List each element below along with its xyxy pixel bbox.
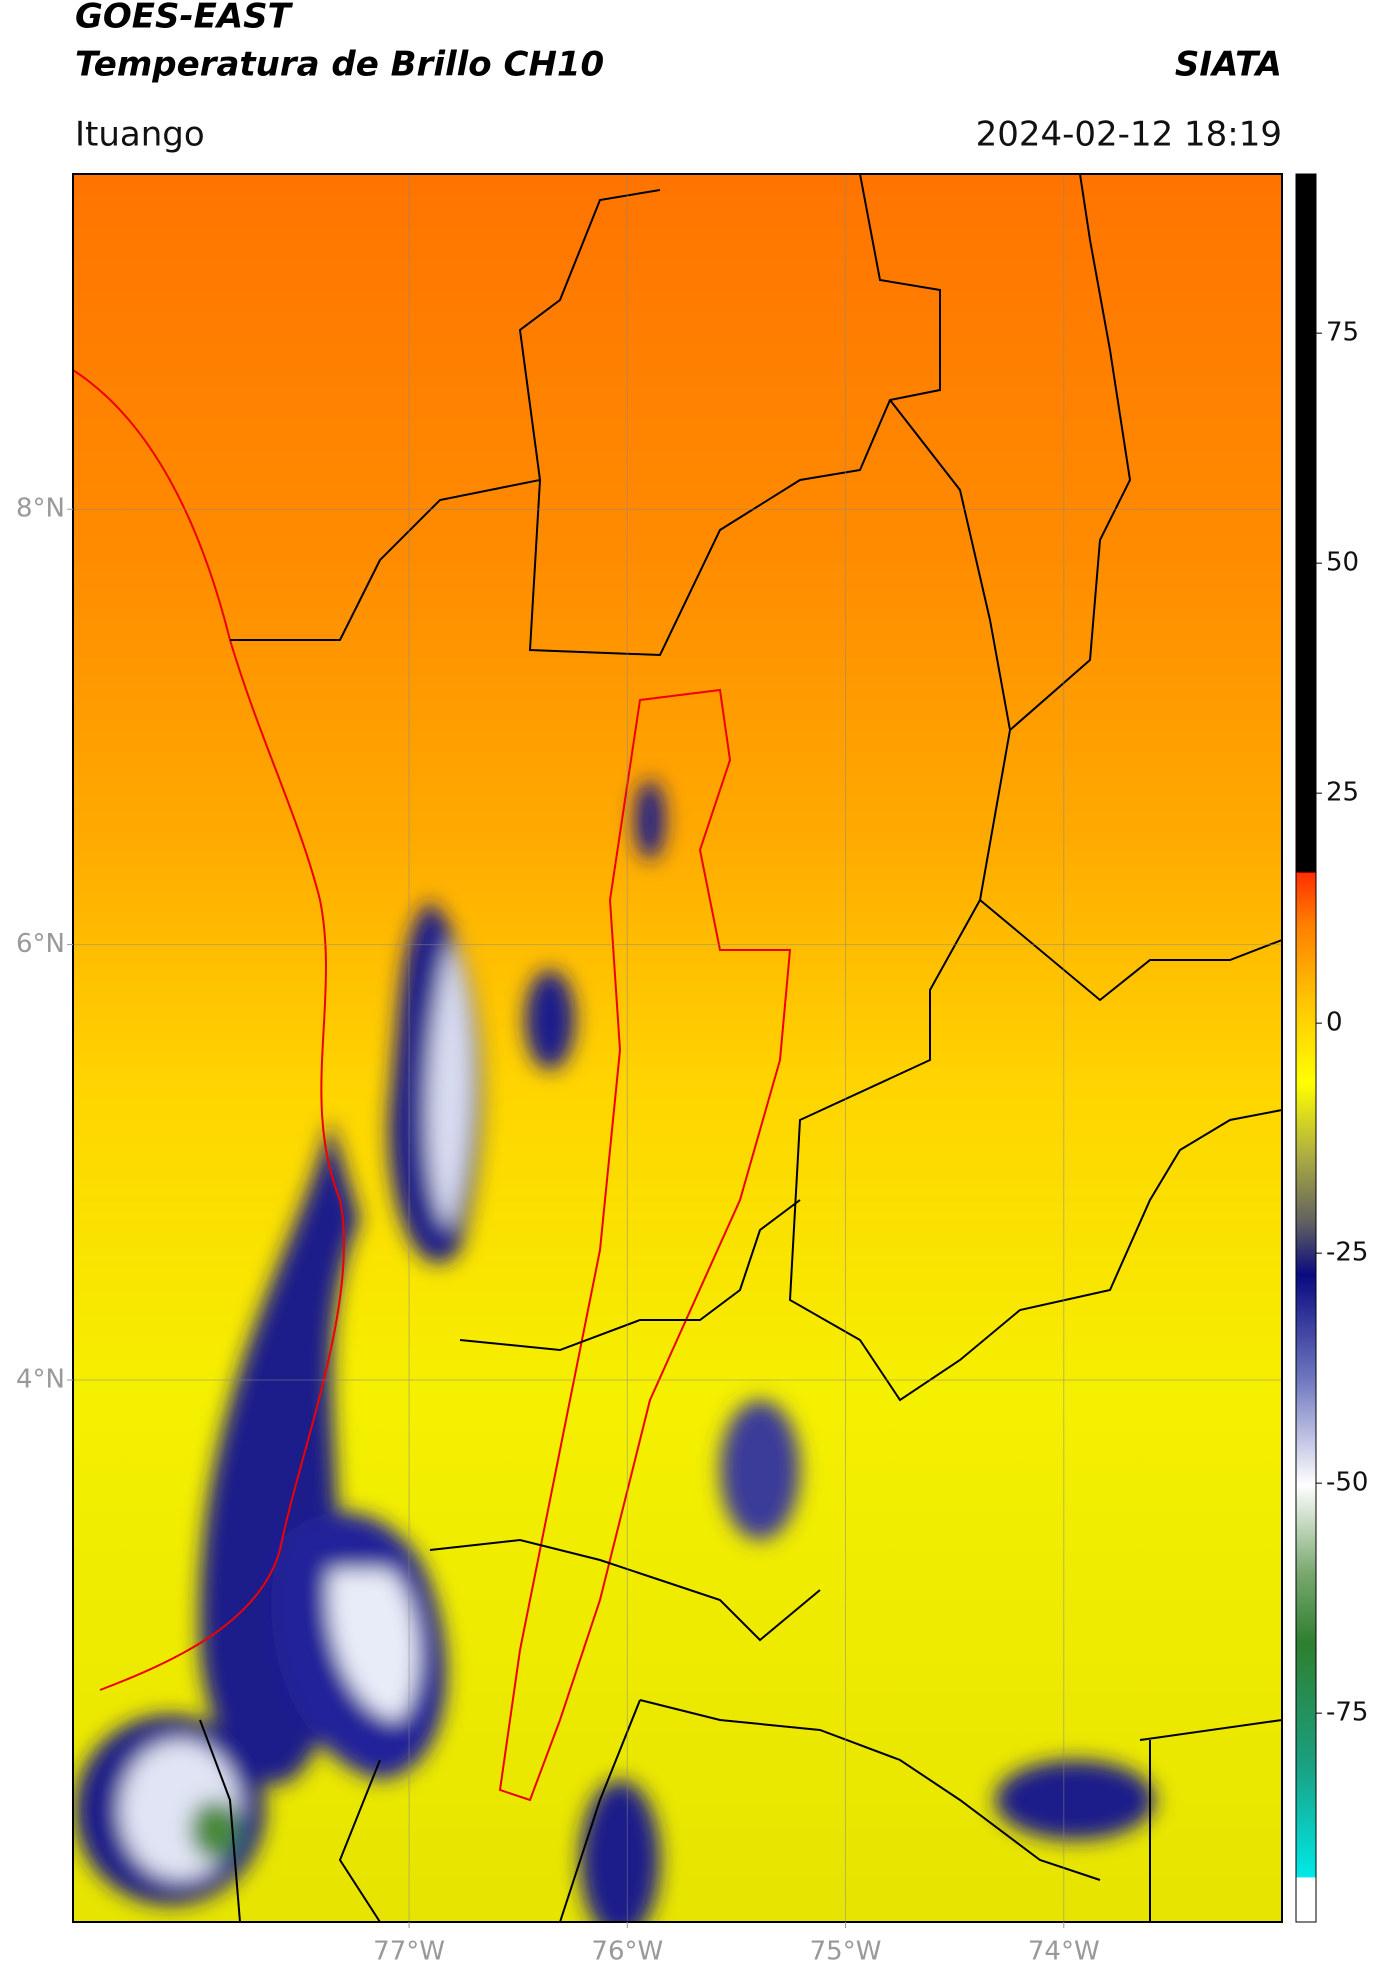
colorbar-tick-label: 25 [1326, 778, 1359, 808]
x-tick-label: 75°W [810, 1937, 882, 1967]
title: GOES-EAST [75, 0, 294, 37]
subtitle: Temperatura de Brillo CH10 [75, 45, 604, 85]
y-tick-label: 8°N [16, 494, 65, 524]
colorbar-tick-label: -50 [1326, 1468, 1368, 1498]
x-tick-label: 77°W [373, 1937, 445, 1967]
x-tick-label: 74°W [1028, 1937, 1100, 1967]
satellite-image [73, 174, 1282, 1922]
map-frame [72, 173, 1283, 1923]
y-tick-label: 4°N [16, 1364, 65, 1394]
source: SIATA [1175, 45, 1282, 85]
colorbar-tick-label: -25 [1326, 1238, 1368, 1268]
colorbar-tick-label: -75 [1326, 1698, 1368, 1728]
colorbar-tick-label: 50 [1326, 548, 1359, 578]
y-tick-label: 6°N [16, 929, 65, 959]
colorbar-tick-label: 0 [1326, 1008, 1343, 1038]
datetime: 2024-02-12 18:19 [976, 115, 1282, 155]
colorbar-tick-label: 75 [1326, 318, 1359, 348]
location: Ituango [75, 115, 205, 155]
colorbar [1295, 173, 1317, 1923]
x-tick-label: 76°W [591, 1937, 663, 1967]
